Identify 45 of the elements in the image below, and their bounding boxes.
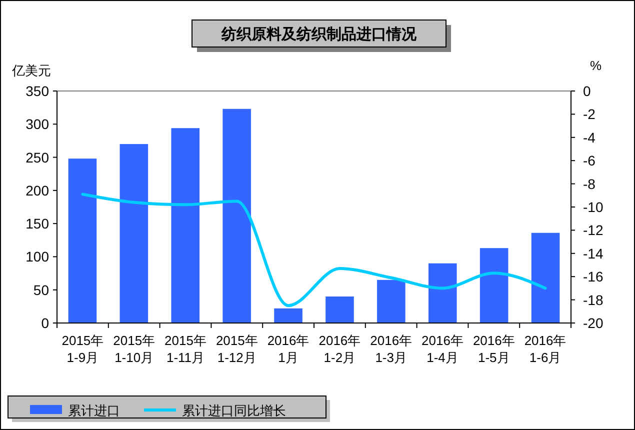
bar (68, 158, 97, 323)
bar (222, 108, 251, 323)
y2-axis-title: % (590, 58, 602, 73)
y-tick-label: 250 (26, 149, 50, 166)
x-tick-label: 2015年 1-10月 (113, 333, 156, 365)
x-tick-label: 2015年 1-12月 (216, 333, 258, 365)
bar (171, 128, 200, 323)
line-series (81, 192, 547, 308)
chart-title: 纺织原料及纺织制品进口情况 (220, 25, 418, 43)
y-tick-label: 0 (41, 315, 50, 331)
x-tick-label: 2016年 1-3月 (370, 333, 412, 365)
y2-tick-label: -14 (583, 245, 604, 262)
x-tick-label: 2015年 1-9月 (62, 333, 104, 365)
y2-tick-label: -6 (583, 152, 596, 169)
y2-tick-label: -8 (583, 176, 596, 192)
y2-tick-label: 0 (583, 83, 591, 99)
x-tick-label: 2015年 1-11月 (164, 333, 206, 365)
y2-tick-label: -20 (583, 315, 604, 331)
x-tick-label: 2016年 1-2月 (318, 333, 361, 365)
y2-tick-label: -16 (583, 268, 604, 285)
x-tick-label: 2016年 1月 (267, 333, 310, 365)
y2-tick-label: -12 (583, 222, 604, 238)
bar (120, 144, 148, 323)
y2-tick-label: -2 (583, 106, 596, 122)
y-axis-title: 亿美元 (11, 63, 51, 78)
y-tick-label: 300 (26, 116, 50, 132)
legend-label: 累计进口同比增长 (182, 403, 286, 418)
x-tick-label: 2016年 1-4月 (422, 333, 464, 365)
x-tick-label: 2016年 1-5月 (472, 333, 515, 365)
bar (326, 296, 354, 323)
y2-tick-label: -10 (583, 199, 604, 215)
y-tick-label: 200 (26, 182, 50, 198)
legend-label: 累计进口 (68, 403, 120, 418)
y-tick-label: 100 (26, 248, 50, 265)
y2-tick-label: -4 (583, 129, 596, 146)
bar (377, 280, 406, 323)
y2-tick-label: -18 (583, 292, 604, 308)
y-tick-label: 50 (33, 282, 50, 298)
bar (531, 232, 560, 323)
x-tick-label: 2016年 1-6月 (524, 333, 566, 365)
y-tick-label: 350 (26, 83, 50, 99)
bar (274, 308, 302, 323)
y-tick-label: 150 (26, 216, 50, 232)
bar (480, 248, 508, 323)
bar (428, 263, 457, 323)
